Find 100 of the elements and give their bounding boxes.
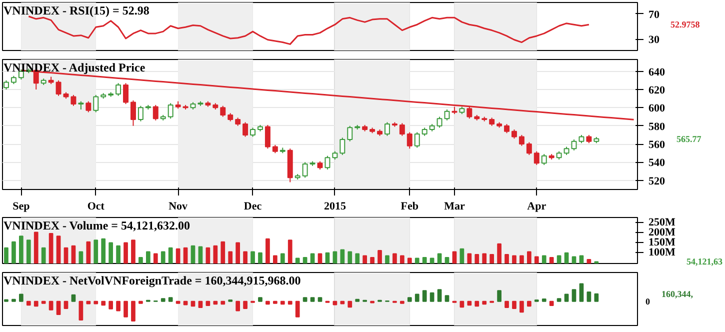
candlestick bbox=[116, 82, 122, 96]
bar bbox=[579, 283, 584, 302]
bar bbox=[220, 300, 226, 305]
candlestick bbox=[220, 105, 226, 118]
candlestick bbox=[511, 129, 517, 140]
bar bbox=[116, 300, 120, 312]
bar bbox=[474, 300, 480, 307]
bar bbox=[108, 300, 114, 310]
x-tick-label: Feb bbox=[400, 200, 419, 212]
candlestick bbox=[534, 150, 540, 166]
bar bbox=[310, 297, 315, 302]
bar bbox=[26, 300, 31, 306]
bar bbox=[160, 298, 166, 302]
bar bbox=[288, 300, 292, 305]
y-tick-label: 580 bbox=[648, 120, 666, 133]
candlestick bbox=[414, 132, 420, 148]
candlestick bbox=[123, 82, 129, 105]
candlestick bbox=[86, 100, 92, 113]
candlestick bbox=[399, 122, 405, 136]
candlestick bbox=[444, 109, 450, 121]
candlestick bbox=[152, 104, 158, 121]
line-series bbox=[28, 16, 590, 45]
bar bbox=[280, 300, 285, 305]
bar bbox=[258, 297, 262, 302]
bar bbox=[520, 300, 524, 313]
bar bbox=[213, 300, 218, 305]
bar bbox=[407, 297, 412, 302]
bar bbox=[414, 294, 420, 302]
y-tick-label: 200M bbox=[648, 226, 676, 238]
candlestick bbox=[70, 94, 76, 106]
y-tick-label: 640 bbox=[648, 66, 666, 78]
bar bbox=[482, 300, 487, 305]
y-tick-label: 600 bbox=[648, 102, 666, 115]
y-tick-label: 560 bbox=[648, 139, 666, 152]
bar bbox=[168, 297, 173, 302]
candlestick bbox=[436, 116, 442, 128]
bar bbox=[467, 300, 472, 306]
bar bbox=[444, 295, 450, 302]
x-tick-label: 2015 bbox=[324, 200, 346, 212]
bar bbox=[549, 300, 554, 306]
text: 52.9758 bbox=[670, 20, 700, 30]
bar bbox=[101, 300, 106, 306]
bar bbox=[131, 300, 136, 322]
bar bbox=[48, 300, 54, 310]
bar bbox=[572, 289, 576, 302]
bar bbox=[243, 300, 248, 309]
candlestick bbox=[130, 100, 136, 126]
candlestick bbox=[242, 122, 248, 138]
bar bbox=[71, 294, 76, 302]
candlestick bbox=[324, 155, 330, 170]
y-tick-label: 520 bbox=[648, 175, 666, 188]
bar bbox=[594, 293, 599, 302]
bar bbox=[236, 300, 240, 312]
text: 565.77 bbox=[676, 134, 702, 144]
candlestick bbox=[504, 124, 510, 134]
chart-title: VNINDEX - Adjusted Price bbox=[4, 60, 146, 74]
y-tick-label: 250M bbox=[648, 216, 676, 228]
bar bbox=[422, 290, 427, 302]
text: 160,344, bbox=[662, 288, 693, 299]
y-tick-label: 100M bbox=[648, 246, 676, 258]
bar bbox=[526, 300, 532, 307]
bar bbox=[206, 300, 210, 306]
y-tick-label: 30 bbox=[648, 34, 660, 46]
x-tick-label: Sep bbox=[12, 200, 30, 212]
y-tick-label: 540 bbox=[648, 157, 666, 170]
candlestick bbox=[384, 122, 390, 136]
bar bbox=[556, 298, 562, 302]
candlestick bbox=[93, 94, 99, 113]
text: 0 bbox=[646, 296, 650, 306]
bar bbox=[190, 300, 196, 307]
x-tick-label: Dec bbox=[244, 200, 262, 212]
candlestick bbox=[250, 127, 256, 138]
candlestick bbox=[302, 162, 308, 178]
bar bbox=[94, 300, 98, 304]
x-tick-label: Oct bbox=[87, 200, 105, 212]
bar bbox=[497, 290, 502, 302]
bar bbox=[18, 294, 24, 302]
bar bbox=[34, 300, 38, 307]
candlestick bbox=[3, 80, 9, 90]
candlestick bbox=[541, 154, 547, 166]
candlestick bbox=[518, 134, 524, 146]
y-tick-label: 620 bbox=[648, 84, 666, 96]
bar bbox=[348, 300, 352, 308]
bar bbox=[302, 297, 308, 302]
x-tick-label: Nov bbox=[168, 200, 188, 212]
candlestick bbox=[526, 142, 532, 156]
bar bbox=[86, 300, 91, 304]
bar bbox=[56, 300, 61, 316]
x-tick-label: Mar bbox=[444, 200, 465, 212]
bar bbox=[198, 300, 203, 308]
candlestick bbox=[138, 105, 144, 122]
candlestick bbox=[168, 102, 174, 120]
bar bbox=[504, 300, 509, 308]
bar bbox=[124, 300, 128, 318]
candlestick bbox=[347, 125, 353, 142]
bar bbox=[64, 300, 68, 309]
chart-title: VNINDEX - RSI(15) = 52.98 bbox=[4, 4, 150, 18]
bar bbox=[78, 300, 84, 321]
bar bbox=[295, 300, 300, 318]
bar bbox=[564, 294, 569, 302]
